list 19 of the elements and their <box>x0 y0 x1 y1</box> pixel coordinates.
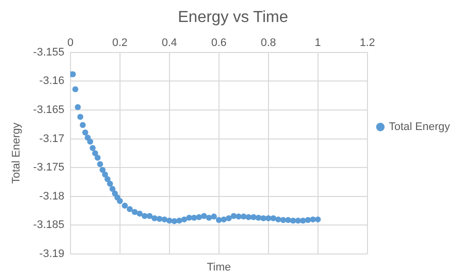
y-tick-label: -3.185 <box>33 219 64 232</box>
x-axis-title: Time <box>206 262 231 274</box>
x-tick-label: 0.4 <box>162 36 178 49</box>
y-tick-label: -3.175 <box>33 162 64 174</box>
y-tick-label: -3.17 <box>39 132 64 145</box>
x-tick-label: 0.8 <box>260 36 276 49</box>
x-tick-label: 0.6 <box>211 36 227 49</box>
x-tick-label: 1.2 <box>360 36 376 49</box>
y-tick-label: -3.19 <box>39 248 64 260</box>
y-tick-label: -3.155 <box>33 46 64 58</box>
y-tick-label: -3.16 <box>39 75 64 88</box>
x-tick-label: 0.2 <box>112 36 128 49</box>
y-tick-label: -3.18 <box>39 190 64 202</box>
y-tick-label: -3.165 <box>33 104 64 116</box>
y-axis-title: Total Energy <box>10 122 23 184</box>
x-tick-label: 1 <box>314 36 321 49</box>
legend-label: Total Energy <box>388 121 450 134</box>
chart-title: Energy vs Time <box>178 9 288 26</box>
x-tick-label: 0 <box>67 36 74 49</box>
